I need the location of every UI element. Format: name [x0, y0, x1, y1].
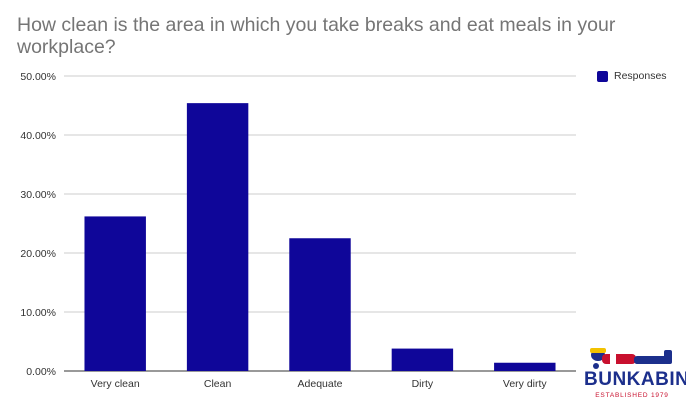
bars: [84, 103, 556, 371]
legend-swatch: [597, 70, 608, 82]
y-tick-label: 40.00%: [20, 130, 56, 142]
x-tick-label: Very clean: [91, 378, 140, 390]
x-tick-label: Adequate: [298, 378, 343, 390]
bar-adequate: [289, 238, 351, 371]
y-axis-ticks: 0.00% 10.00% 20.00% 30.00% 40.00% 50.00%: [20, 71, 56, 378]
logo-brand-text: BUNKABIN: [584, 369, 686, 390]
bunkabin-logo: BUNKABIN ESTABLISHED 1979: [584, 342, 686, 402]
legend: Responses: [597, 70, 667, 82]
y-tick-label: 50.00%: [20, 71, 56, 83]
chart-title: How clean is the area in which you take …: [17, 14, 616, 58]
x-tick-label: Dirty: [412, 378, 434, 390]
bar-dirty: [391, 348, 454, 371]
x-tick-label: Very dirty: [503, 378, 548, 390]
y-tick-label: 0.00%: [26, 366, 56, 378]
logo-figure-icon: [590, 348, 672, 369]
bar-clean: [186, 103, 249, 371]
legend-label: Responses: [614, 70, 667, 82]
y-tick-label: 10.00%: [20, 307, 56, 319]
bar-very-clean: [84, 216, 146, 371]
x-axis-ticks: Very clean Clean Adequate Dirty Very dirty: [91, 378, 548, 390]
y-tick-label: 30.00%: [20, 189, 56, 201]
bar-very-dirty: [494, 362, 556, 371]
x-tick-label: Clean: [204, 378, 232, 390]
logo-tagline: ESTABLISHED 1979: [595, 392, 669, 399]
y-tick-label: 20.00%: [20, 248, 56, 260]
